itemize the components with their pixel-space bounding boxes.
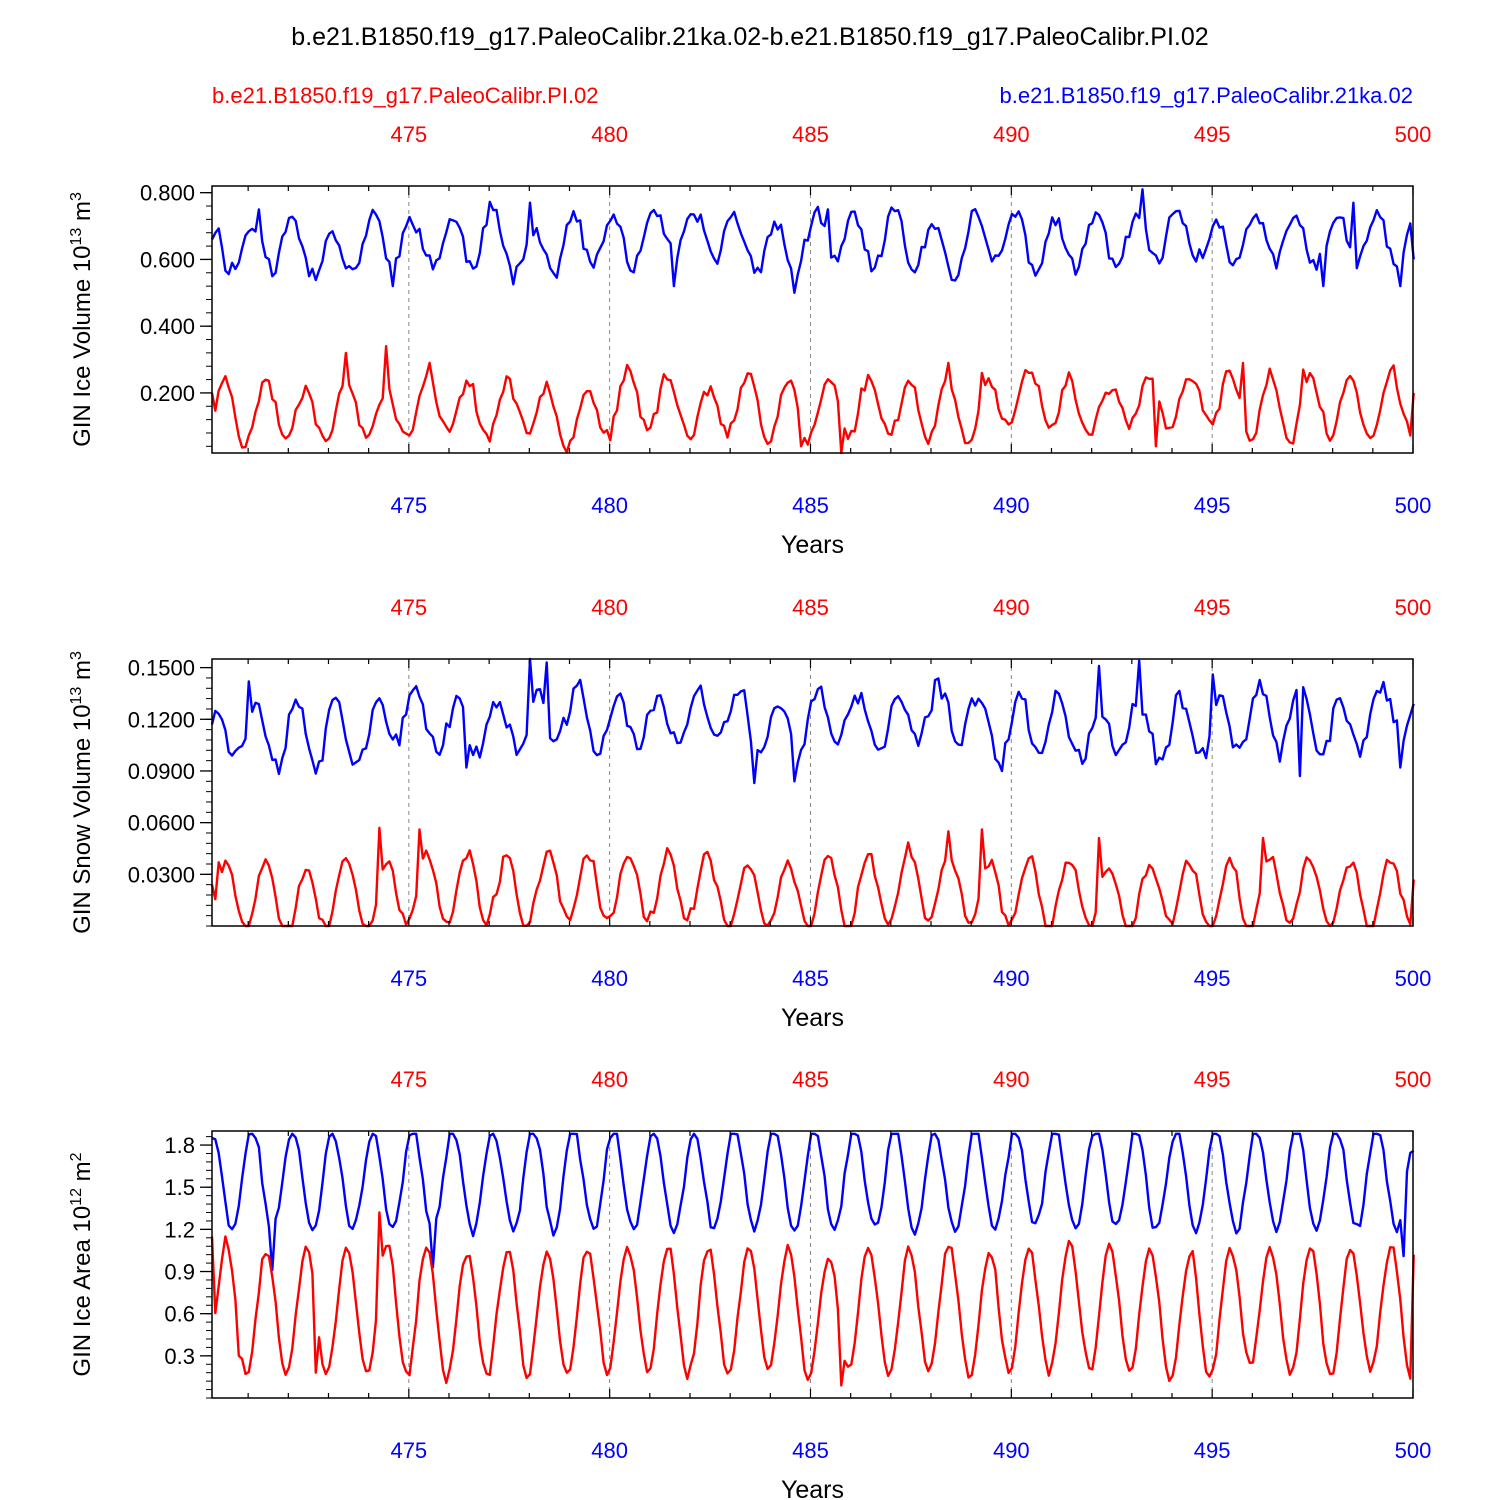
- y-tick-label: 0.200: [140, 381, 195, 406]
- y-tick-label: 0.600: [140, 247, 195, 272]
- x-tick-label-top: 500: [1395, 122, 1432, 147]
- plot-frame: [211, 185, 1414, 454]
- x-tick-label-top: 475: [390, 122, 427, 147]
- x-tick-label-bottom: 485: [792, 493, 829, 518]
- y-tick-label: 0.3: [164, 1344, 195, 1369]
- y-tick-label: 0.6: [164, 1302, 195, 1327]
- y-tick-label: 0.0900: [128, 759, 195, 784]
- x-tick-label-top: 480: [591, 122, 628, 147]
- y-axis-label-part: m: [69, 1161, 96, 1188]
- y-tick-label: 1.2: [164, 1217, 195, 1242]
- y-axis-label: GIN Ice Volume 1013 m3: [68, 192, 96, 447]
- y-axis-label-part: 13: [68, 687, 85, 705]
- y-axis-label-part: 3: [68, 651, 85, 660]
- plot-frame: [211, 658, 1414, 927]
- legend-red-label: b.e21.B1850.f19_g17.PaleoCalibr.PI.02: [212, 83, 599, 108]
- y-axis-label-part: 3: [68, 192, 85, 201]
- y-axis-label-part: GIN Ice Volume 10: [69, 245, 96, 446]
- x-tick-label-bottom: 480: [591, 493, 628, 518]
- pi-series-line: [210, 826, 1415, 928]
- x-tick-label-bottom: 495: [1194, 1438, 1231, 1463]
- y-axis-label: GIN Ice Area 1012 m2: [68, 1152, 96, 1376]
- x-tick-label-top: 485: [792, 595, 829, 620]
- 21ka-series-line: [210, 188, 1415, 294]
- x-tick-label-bottom: 490: [993, 1438, 1030, 1463]
- 21ka-series-line: [210, 657, 1415, 785]
- pi-series-line: [210, 1211, 1415, 1387]
- y-axis-label-part: 12: [68, 1188, 85, 1206]
- ice-volume-panel: 475 475 480 480 485 485 490 490 495 495 500 500 Year…: [68, 122, 1431, 559]
- ice-area-panel: 475 475 480 480 485 485 490 490 495 495 500 500 Year…: [68, 1067, 1431, 1500]
- y-tick-label: 0.400: [140, 314, 195, 339]
- x-tick-label-bottom: 500: [1395, 493, 1432, 518]
- y-axis-label: GIN Snow Volume 1013 m3: [68, 651, 96, 934]
- y-tick-label: 0.1500: [128, 656, 195, 681]
- x-tick-label-bottom: 490: [993, 966, 1030, 991]
- x-tick-label-bottom: 495: [1194, 966, 1231, 991]
- x-tick-label-bottom: 490: [993, 493, 1030, 518]
- x-axis-label: Years: [781, 1476, 844, 1500]
- y-tick-label: 0.0600: [128, 811, 195, 836]
- x-tick-label-top: 500: [1395, 595, 1432, 620]
- x-tick-label-top: 480: [591, 1067, 628, 1092]
- x-tick-label-bottom: 485: [792, 1438, 829, 1463]
- snow-volume-panel: 475 475 480 480 485 485 490 490 495 495 500 500 Year…: [68, 595, 1431, 1032]
- x-tick-label-bottom: 475: [390, 1438, 427, 1463]
- x-tick-label-bottom: 475: [390, 966, 427, 991]
- x-tick-label-bottom: 500: [1395, 1438, 1432, 1463]
- x-tick-label-top: 490: [993, 1067, 1030, 1092]
- plot-frame: [211, 1130, 1414, 1399]
- x-tick-label-bottom: 475: [390, 493, 427, 518]
- y-axis-label-part: 13: [68, 228, 85, 246]
- x-tick-label-top: 495: [1194, 1067, 1231, 1092]
- y-tick-label: 0.0300: [128, 862, 195, 887]
- y-axis-label-part: m: [69, 660, 96, 687]
- x-tick-label-top: 490: [993, 595, 1030, 620]
- legend-blue-label: b.e21.B1850.f19_g17.PaleoCalibr.21ka.02: [1000, 83, 1413, 108]
- x-tick-label-top: 490: [993, 122, 1030, 147]
- x-tick-label-bottom: 480: [591, 966, 628, 991]
- x-tick-label-bottom: 495: [1194, 493, 1231, 518]
- x-tick-label-top: 475: [390, 1067, 427, 1092]
- y-axis-label-part: 2: [68, 1152, 85, 1161]
- x-tick-label-top: 485: [792, 122, 829, 147]
- 21ka-series-line: [211, 1132, 1415, 1272]
- y-tick-label: 1.5: [164, 1175, 195, 1200]
- figure-title: b.e21.B1850.f19_g17.PaleoCalibr.21ka.02-…: [291, 23, 1208, 51]
- y-tick-label: 0.1200: [128, 707, 195, 732]
- y-tick-label: 0.800: [140, 181, 195, 206]
- x-tick-label-top: 495: [1194, 122, 1231, 147]
- x-tick-label-bottom: 485: [792, 966, 829, 991]
- x-tick-label-bottom: 500: [1395, 966, 1432, 991]
- x-tick-label-top: 485: [792, 1067, 829, 1092]
- y-axis-label-part: GIN Ice Area 10: [69, 1206, 96, 1377]
- y-axis-label-part: m: [69, 201, 96, 228]
- x-axis-label: Years: [781, 531, 844, 559]
- x-tick-label-bottom: 480: [591, 1438, 628, 1463]
- y-axis-label-part: GIN Snow Volume 10: [69, 704, 96, 933]
- pi-series-line: [210, 345, 1415, 455]
- x-tick-label-top: 500: [1395, 1067, 1432, 1092]
- x-tick-label-top: 495: [1194, 595, 1231, 620]
- x-axis-label: Years: [781, 1004, 844, 1032]
- y-tick-label: 0.9: [164, 1260, 195, 1285]
- x-tick-label-top: 480: [591, 595, 628, 620]
- x-tick-label-top: 475: [390, 595, 427, 620]
- y-tick-label: 1.8: [164, 1133, 195, 1158]
